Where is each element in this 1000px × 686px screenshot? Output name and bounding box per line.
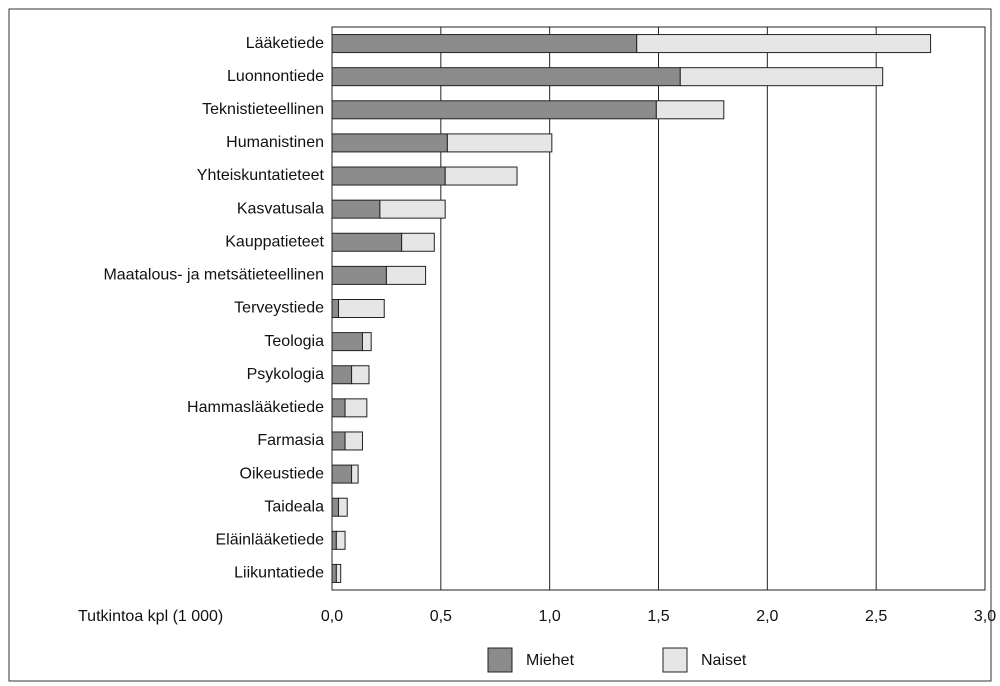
- x-tick-label: 1,0: [539, 608, 561, 625]
- y-tick-label: Terveystiede: [234, 300, 324, 317]
- legend-swatch: [662, 647, 688, 673]
- legend-label: Naiset: [701, 652, 747, 669]
- y-tick-label: Lääketiede: [246, 35, 324, 52]
- bar-segment: [446, 133, 553, 153]
- x-tick-label: 3,0: [974, 608, 996, 625]
- bar-segment: [338, 497, 348, 517]
- bar-segment: [331, 530, 337, 550]
- bar-segment: [335, 563, 342, 583]
- legend-label: Miehet: [526, 652, 575, 669]
- y-tick-label: Teknistieteellinen: [202, 101, 324, 118]
- bar-segment: [444, 166, 518, 186]
- bar-segment: [331, 332, 363, 352]
- y-tick-label: Maatalous- ja metsätieteellinen: [103, 267, 324, 284]
- bar-segment: [331, 497, 340, 517]
- bar-segment: [385, 265, 427, 285]
- y-tick-label: Hammaslääketiede: [187, 399, 324, 416]
- bar-segment: [331, 299, 340, 318]
- bar-segment: [351, 365, 370, 385]
- frame: [8, 8, 992, 682]
- y-tick-label: Luonnontiede: [227, 68, 324, 85]
- bar-segment: [379, 199, 446, 219]
- bar-segment: [331, 563, 337, 583]
- bar-segment: [344, 398, 368, 418]
- bar-segment: [331, 166, 446, 186]
- bar-segment: [331, 199, 381, 219]
- legend-swatch: [487, 647, 513, 673]
- y-tick-label: Farmasia: [257, 432, 324, 449]
- bar-segment: [351, 464, 359, 484]
- bar-segment: [331, 232, 403, 252]
- x-tick-label: 0,0: [321, 608, 343, 625]
- bar-segment: [401, 232, 435, 252]
- x-axis-label: Tutkintoa kpl (1 000): [78, 608, 223, 625]
- bar-segment: [679, 67, 884, 87]
- bar-segment: [361, 332, 372, 352]
- y-tick-label: Humanistinen: [226, 134, 324, 151]
- y-tick-label: Yhteiskuntatieteet: [197, 167, 325, 184]
- bar-segment: [331, 100, 657, 120]
- y-tick-label: Liikuntatiede: [234, 565, 324, 582]
- bar-segment: [655, 100, 725, 120]
- bar-segment: [344, 431, 363, 451]
- y-tick-label: Kauppatieteet: [225, 233, 324, 250]
- bar-segment: [331, 133, 448, 153]
- bar-segment: [331, 67, 681, 87]
- y-tick-label: Psykologia: [247, 366, 324, 383]
- bar-segment: [331, 34, 638, 54]
- bar-segment: [331, 265, 387, 285]
- x-tick-label: 2,0: [756, 608, 778, 625]
- bar-segment: [335, 530, 346, 550]
- y-tick-label: Oikeustiede: [240, 465, 325, 482]
- y-tick-label: Eläinlääketiede: [215, 532, 324, 549]
- bar-segment: [331, 365, 353, 385]
- y-tick-label: Teologia: [264, 333, 324, 350]
- bar-segment: [331, 398, 346, 418]
- y-tick-label: Taideala: [264, 498, 324, 515]
- bar-segment: [331, 464, 353, 484]
- x-tick-label: 1,5: [647, 608, 669, 625]
- y-tick-label: Kasvatusala: [237, 200, 324, 217]
- x-tick-label: 0,5: [430, 608, 452, 625]
- bar-segment: [636, 34, 932, 54]
- bar-segment: [338, 299, 385, 318]
- x-tick-label: 2,5: [865, 608, 887, 625]
- bar-segment: [331, 431, 346, 451]
